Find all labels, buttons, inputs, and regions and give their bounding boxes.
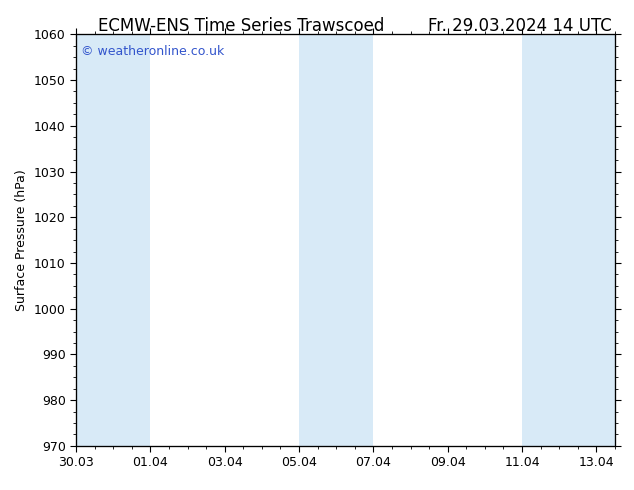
- Text: Fr. 29.03.2024 14 UTC: Fr. 29.03.2024 14 UTC: [428, 17, 612, 35]
- Bar: [299, 34, 373, 446]
- Bar: [76, 34, 150, 446]
- Y-axis label: Surface Pressure (hPa): Surface Pressure (hPa): [15, 169, 29, 311]
- Bar: [522, 34, 615, 446]
- Text: © weatheronline.co.uk: © weatheronline.co.uk: [81, 45, 224, 58]
- Text: ECMW-ENS Time Series Trawscoed: ECMW-ENS Time Series Trawscoed: [98, 17, 384, 35]
